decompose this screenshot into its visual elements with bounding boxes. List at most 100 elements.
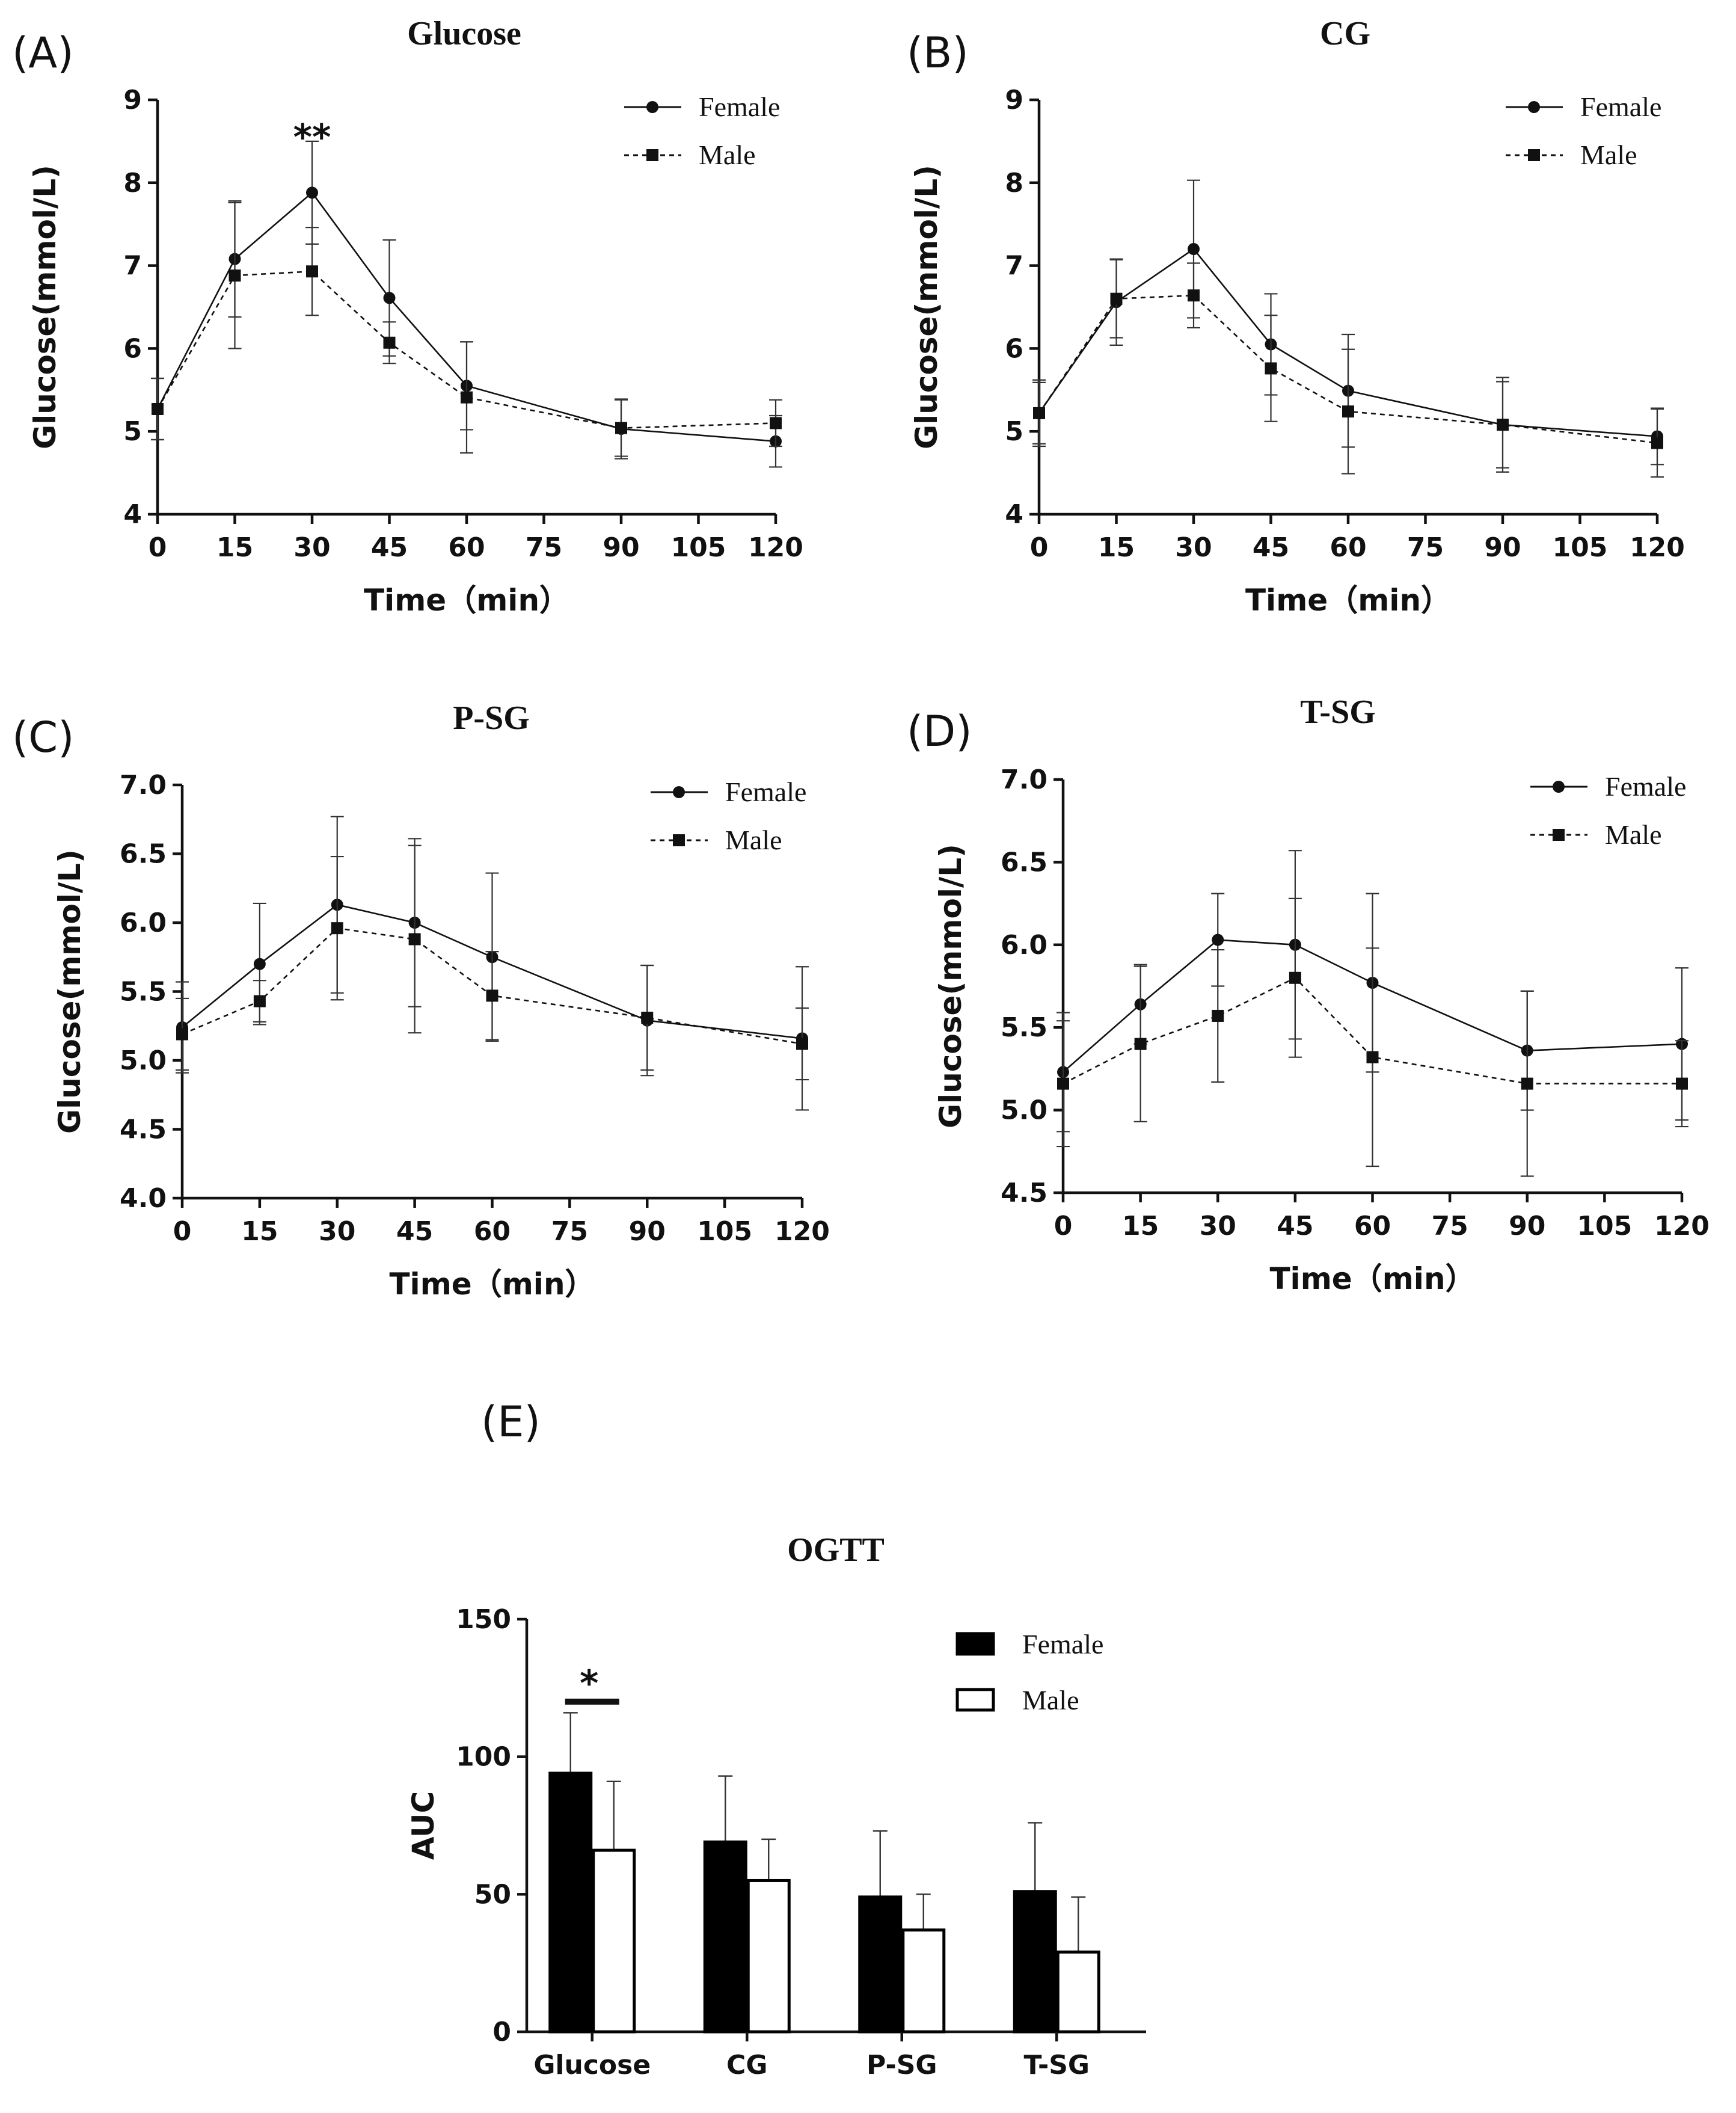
- x-tick-label: 0: [1030, 532, 1049, 563]
- chart-title: P-SG: [453, 700, 530, 737]
- y-tick-label: 8: [1005, 168, 1023, 198]
- x-tick-label: 0: [149, 532, 167, 563]
- y-axis-label: Glucose(mmol/L): [933, 844, 968, 1128]
- x-tick-label: 120: [748, 532, 803, 563]
- data-point: [408, 933, 421, 946]
- data-point: [152, 402, 164, 415]
- data-point: [1212, 1009, 1224, 1022]
- x-tick-label: 30: [319, 1216, 355, 1247]
- legend-female-label: Female: [1605, 771, 1686, 802]
- data-point: [1265, 362, 1277, 375]
- x-tick-label: Glucose: [533, 2050, 651, 2081]
- panel-label: (A): [12, 28, 74, 78]
- legend-female-label: Female: [725, 777, 806, 807]
- legend-male-label: Male: [1580, 140, 1637, 170]
- x-tick-label: 105: [1577, 1211, 1632, 1241]
- x-tick-label: 60: [1354, 1211, 1391, 1241]
- x-tick-label: 30: [1200, 1211, 1236, 1241]
- x-tick-label: T-SG: [1023, 2050, 1090, 2081]
- legend: Female Male: [651, 777, 806, 855]
- legend-marker: [1553, 829, 1565, 841]
- data-point: [253, 995, 266, 1007]
- y-tick-label: 7.0: [120, 770, 167, 801]
- y-tick-label: 6: [123, 333, 142, 364]
- bar-male: [746, 1878, 791, 2034]
- y-tick-label: 5.5: [120, 977, 167, 1007]
- x-tick-label: 105: [1553, 532, 1608, 563]
- legend-marker: [1553, 781, 1565, 793]
- panel-a-glucose-chart: (A) Glucose Time（min） Glucose(mmol/L) Fe…: [12, 15, 803, 618]
- data-point: [1057, 1077, 1069, 1090]
- bar-female: [548, 1771, 593, 2034]
- x-tick-label: 60: [474, 1216, 511, 1247]
- data-point: [1521, 1077, 1533, 1090]
- x-tick-label: 15: [241, 1216, 278, 1247]
- data-point: [615, 422, 627, 434]
- y-tick-label: 4.5: [120, 1115, 167, 1145]
- panel-label: (D): [907, 707, 972, 756]
- data-point: [383, 292, 396, 304]
- x-tick-label: 90: [629, 1216, 666, 1247]
- x-tick-label: 90: [1509, 1211, 1545, 1241]
- y-axis-label: Glucose(mmol/L): [52, 849, 87, 1134]
- x-tick-label: 0: [173, 1216, 192, 1247]
- data-point: [1651, 437, 1663, 449]
- x-tick-label: P-SG: [866, 2050, 937, 2081]
- legend-female-label: Female: [1022, 1629, 1103, 1659]
- x-axis-label: Time（min）: [1269, 1261, 1475, 1296]
- x-axis-label: Time（min）: [1245, 583, 1451, 618]
- data-point: [331, 922, 343, 935]
- y-tick-label: 0: [492, 2017, 511, 2047]
- bar-female: [1013, 1890, 1057, 2034]
- y-tick-label: 100: [456, 1742, 511, 1773]
- panel-c-psg-chart: (C) P-SG Time（min） Glucose(mmol/L) Femal…: [12, 700, 830, 1302]
- x-tick-label: 120: [1654, 1211, 1710, 1241]
- y-tick-label: 9: [123, 85, 142, 115]
- data-point: [1212, 933, 1224, 946]
- x-tick-label: 0: [1054, 1211, 1073, 1241]
- y-tick-label: 6.5: [120, 839, 167, 870]
- y-tick-label: 4: [123, 499, 142, 530]
- y-tick-label: 150: [456, 1604, 511, 1635]
- data-point: [1188, 243, 1200, 256]
- x-tick-label: 15: [216, 532, 253, 563]
- x-tick-label: 30: [293, 532, 330, 563]
- data-point: [641, 1012, 654, 1024]
- data-point: [1110, 292, 1123, 305]
- legend-marker: [1528, 149, 1540, 161]
- x-tick-label: 45: [1277, 1211, 1313, 1241]
- x-tick-label: 60: [448, 532, 485, 563]
- legend-marker: [1528, 101, 1540, 113]
- panel-label: (B): [907, 28, 969, 78]
- data-point: [229, 269, 241, 282]
- bar-male: [592, 1848, 636, 2034]
- data-point: [306, 186, 318, 199]
- chart-title: OGTT: [787, 1531, 885, 1569]
- y-tick-label: 4.5: [1001, 1178, 1047, 1208]
- data-point: [1289, 971, 1301, 984]
- x-tick-label: 75: [1407, 532, 1444, 563]
- panel-e-ogtt-bar-chart: (E) OGTT AUC Female Male 0 50 100 150 Glucos…: [406, 1397, 1146, 2081]
- data-point: [1134, 1038, 1147, 1050]
- data-point: [1188, 289, 1200, 302]
- y-tick-label: 5: [123, 416, 142, 447]
- y-tick-label: 6.0: [120, 908, 167, 938]
- data-point: [383, 336, 396, 349]
- panel-b-cg-chart: (B) CG Time（min） Glucose(mmol/L) Female …: [907, 15, 1685, 618]
- y-tick-label: 4: [1005, 499, 1023, 530]
- y-tick-label: 5.5: [1001, 1012, 1047, 1043]
- y-tick-label: 7: [1005, 251, 1023, 281]
- x-tick-label: 120: [1630, 532, 1685, 563]
- y-tick-label: 5.0: [120, 1045, 167, 1076]
- legend: Female Male: [1530, 771, 1686, 850]
- legend: Female Male: [955, 1629, 1103, 1715]
- x-tick-label: CG: [726, 2050, 767, 2081]
- data-point: [486, 989, 498, 1002]
- data-point: [1676, 1077, 1688, 1090]
- data-point: [1342, 405, 1354, 418]
- panel-label: (C): [12, 713, 75, 762]
- bar-female: [703, 1840, 747, 2034]
- x-axis-label: Time（min）: [389, 1267, 595, 1302]
- legend-marker: [646, 101, 658, 113]
- y-tick-label: 6: [1005, 333, 1023, 364]
